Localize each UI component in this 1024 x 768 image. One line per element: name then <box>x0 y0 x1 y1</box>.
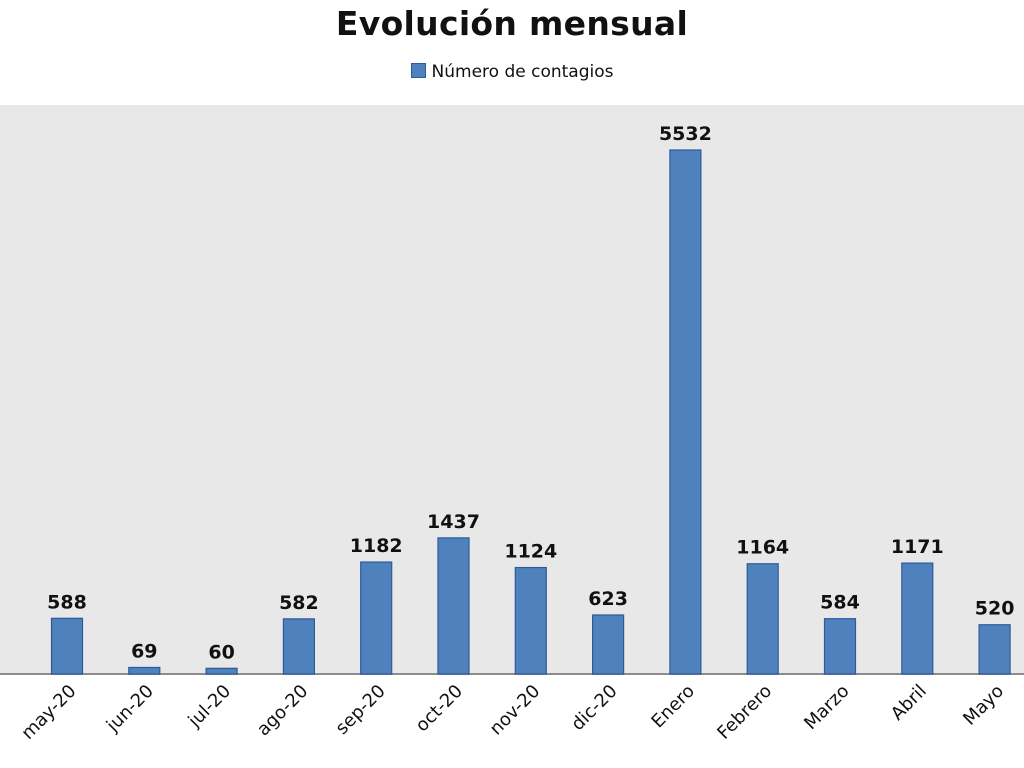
data-label: 1171 <box>891 536 944 558</box>
data-label: 623 <box>588 588 628 610</box>
x-tick-label: sep-20 <box>332 681 390 739</box>
bar-Febrero <box>746 563 779 675</box>
bar-may-20 <box>50 617 84 675</box>
legend-swatch <box>410 63 426 78</box>
x-tick-label: nov-20 <box>486 681 545 740</box>
data-label: 584 <box>820 592 860 614</box>
x-tick-label: jul-20 <box>184 681 235 732</box>
x-tick-label: dic-20 <box>567 681 621 735</box>
data-label: 1124 <box>504 541 557 563</box>
x-tick-label: jun-20 <box>102 681 158 737</box>
data-label: 1182 <box>350 535 403 557</box>
x-tick-label: may-20 <box>17 681 80 744</box>
bar-Mayo <box>978 624 1011 675</box>
legend-label: Número de contagios <box>431 62 614 82</box>
data-label: 5532 <box>659 123 712 145</box>
data-label: 520 <box>975 598 1015 620</box>
data-label: 1437 <box>427 511 480 533</box>
bar-ago-20 <box>282 618 315 675</box>
data-label: 1164 <box>736 537 789 559</box>
bar-oct-20 <box>437 537 470 675</box>
x-tick-label: oct-20 <box>412 681 467 736</box>
x-tick-label: Mayo <box>959 681 1008 730</box>
x-tick-label: Enero <box>647 681 699 733</box>
data-label: 588 <box>47 591 87 613</box>
bar-Enero <box>669 149 702 675</box>
bar-jun-20 <box>128 666 161 675</box>
x-tick-label: ago-20 <box>253 681 313 741</box>
bar-jul-20 <box>205 667 238 675</box>
bar-Marzo <box>823 618 857 675</box>
data-label: 582 <box>279 592 319 614</box>
chart-title: Evolución mensual <box>335 4 689 43</box>
plot-area <box>0 105 1024 674</box>
bar-sep-20 <box>360 561 393 675</box>
legend: Número de contagios <box>0 62 1024 82</box>
data-label: 69 <box>131 640 157 662</box>
data-label: 60 <box>208 641 234 663</box>
x-tick-label: Abril <box>887 681 931 725</box>
bar-nov-20 <box>514 566 547 675</box>
bar-dic-20 <box>591 614 625 675</box>
x-tick-label: Febrero <box>713 681 776 744</box>
bar-Abril <box>901 562 934 675</box>
x-tick-label: Marzo <box>800 681 853 734</box>
